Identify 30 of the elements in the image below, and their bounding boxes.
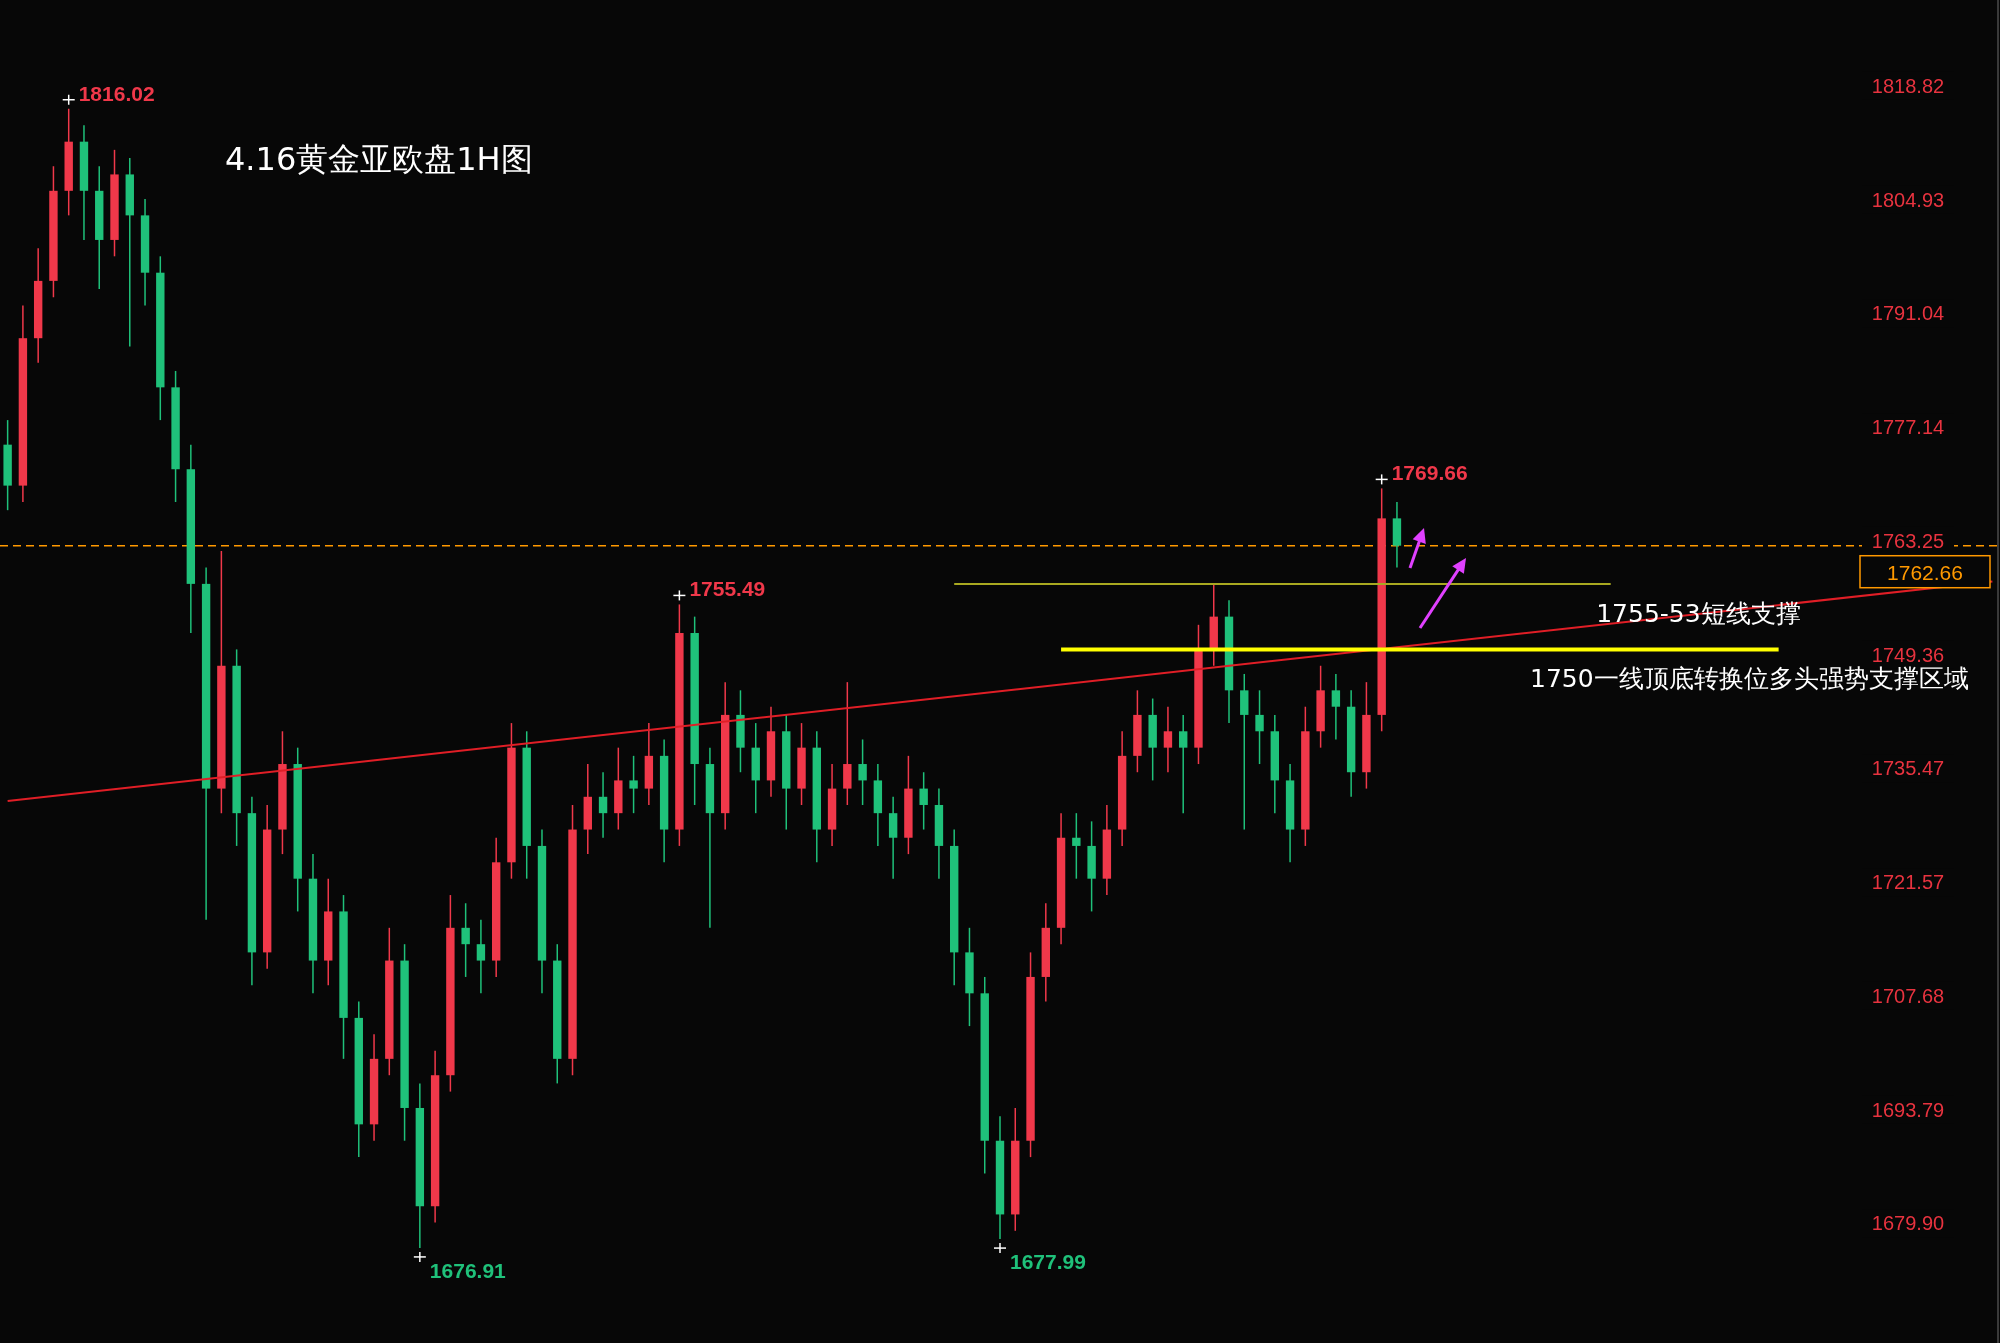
candlestick bbox=[858, 738, 867, 806]
y-tick-label: 1735.47 bbox=[1871, 757, 1945, 780]
candlestick bbox=[1072, 812, 1081, 880]
y-tick-label: 1763.25 bbox=[1871, 529, 1945, 552]
annotation: 1755.49 bbox=[689, 577, 766, 601]
annotation: 1750一线顶底转换位多头强势支撑区域 bbox=[1530, 664, 1969, 694]
candlestick bbox=[1255, 689, 1264, 765]
candlestick bbox=[476, 918, 486, 995]
candlestick bbox=[629, 755, 638, 814]
y-tick-label: 1679.90 bbox=[1871, 1212, 1945, 1235]
y-tick-label: 1721.57 bbox=[1871, 871, 1945, 894]
candlestick bbox=[1331, 673, 1341, 741]
y-tick-label: 1693.79 bbox=[1871, 1098, 1945, 1121]
candlestick bbox=[461, 902, 470, 978]
ref-line-label: 1762.66 bbox=[1887, 560, 1963, 584]
y-tick-label: 1818.82 bbox=[1871, 74, 1945, 97]
candlestick bbox=[598, 771, 608, 839]
annotation: 1769.66 bbox=[1391, 461, 1468, 485]
annotation: 1676.91 bbox=[429, 1258, 507, 1282]
y-tick-label: 1791.04 bbox=[1871, 302, 1945, 325]
annotation: 1677.99 bbox=[1010, 1250, 1086, 1274]
y-tick-label: 1707.68 bbox=[1871, 984, 1945, 1007]
candlestick bbox=[1179, 714, 1188, 814]
text: 4.16黄金亚欧盘1H图 bbox=[225, 140, 533, 178]
y-tick-label: 1804.93 bbox=[1871, 188, 1945, 211]
y-tick-label: 1749.36 bbox=[1871, 643, 1945, 666]
y-tick-label: 1777.14 bbox=[1871, 416, 1945, 439]
candlestick bbox=[1163, 705, 1173, 773]
annotation: 1816.02 bbox=[78, 81, 155, 105]
candlestick bbox=[919, 771, 928, 831]
